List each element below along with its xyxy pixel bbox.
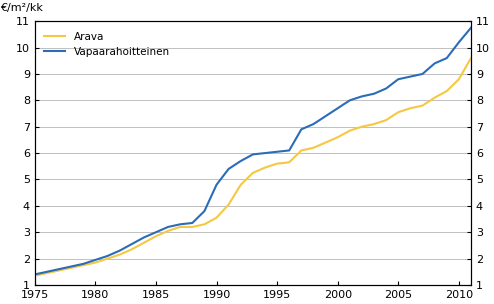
Vapaarahoitteinen	[286, 149, 292, 152]
Arava	[32, 274, 38, 278]
Vapaarahoitteinen	[129, 242, 135, 246]
Vapaarahoitteinen	[44, 270, 50, 274]
Vapaarahoitteinen	[408, 75, 413, 78]
Vapaarahoitteinen	[419, 72, 425, 76]
Arava	[238, 183, 244, 187]
Arava	[419, 104, 425, 107]
Vapaarahoitteinen	[444, 56, 450, 60]
Arava	[408, 106, 413, 110]
Vapaarahoitteinen	[311, 122, 317, 126]
Arava	[105, 257, 111, 261]
Vapaarahoitteinen	[189, 221, 195, 225]
Vapaarahoitteinen	[432, 62, 438, 65]
Arava	[323, 141, 329, 144]
Vapaarahoitteinen	[213, 183, 219, 187]
Vapaarahoitteinen	[238, 159, 244, 163]
Arava	[347, 129, 353, 133]
Vapaarahoitteinen	[68, 265, 74, 268]
Vapaarahoitteinen	[456, 40, 462, 44]
Arava	[262, 166, 268, 169]
Vapaarahoitteinen	[105, 254, 111, 258]
Arava	[202, 223, 207, 226]
Arava	[395, 110, 401, 114]
Arava	[141, 241, 147, 245]
Vapaarahoitteinen	[202, 209, 207, 213]
Vapaarahoitteinen	[383, 87, 389, 90]
Arava	[56, 269, 62, 272]
Arava	[226, 203, 232, 206]
Vapaarahoitteinen	[371, 92, 377, 95]
Arava	[468, 56, 474, 60]
Vapaarahoitteinen	[395, 78, 401, 81]
Vapaarahoitteinen	[335, 106, 341, 110]
Vapaarahoitteinen	[177, 223, 183, 226]
Vapaarahoitteinen	[117, 249, 123, 253]
Arava	[432, 96, 438, 99]
Arava	[117, 253, 123, 257]
Arava	[335, 135, 341, 139]
Arava	[383, 118, 389, 122]
Vapaarahoitteinen	[359, 95, 365, 98]
Arava	[298, 149, 304, 152]
Vapaarahoitteinen	[250, 153, 256, 156]
Arava	[81, 263, 86, 267]
Line: Arava: Arava	[35, 58, 471, 276]
Vapaarahoitteinen	[165, 225, 171, 229]
Arava	[444, 89, 450, 93]
Arava	[286, 161, 292, 164]
Vapaarahoitteinen	[262, 151, 268, 155]
Arava	[92, 261, 98, 264]
Vapaarahoitteinen	[274, 150, 280, 154]
Arava	[359, 125, 365, 129]
Text: €/m²/kk: €/m²/kk	[0, 3, 43, 13]
Vapaarahoitteinen	[56, 267, 62, 271]
Arava	[456, 78, 462, 81]
Arava	[165, 229, 171, 233]
Arava	[250, 171, 256, 175]
Arava	[153, 234, 159, 238]
Arava	[371, 122, 377, 126]
Legend: Arava, Vapaarahoitteinen: Arava, Vapaarahoitteinen	[44, 32, 169, 57]
Arava	[189, 225, 195, 229]
Vapaarahoitteinen	[468, 26, 474, 29]
Vapaarahoitteinen	[298, 127, 304, 131]
Vapaarahoitteinen	[141, 236, 147, 239]
Vapaarahoitteinen	[347, 98, 353, 102]
Vapaarahoitteinen	[32, 273, 38, 276]
Vapaarahoitteinen	[323, 114, 329, 118]
Arava	[274, 162, 280, 165]
Arava	[213, 216, 219, 219]
Vapaarahoitteinen	[81, 262, 86, 266]
Arava	[44, 271, 50, 275]
Arava	[129, 247, 135, 251]
Vapaarahoitteinen	[92, 258, 98, 262]
Line: Vapaarahoitteinen: Vapaarahoitteinen	[35, 28, 471, 275]
Arava	[177, 225, 183, 229]
Arava	[311, 146, 317, 150]
Vapaarahoitteinen	[153, 230, 159, 234]
Vapaarahoitteinen	[226, 167, 232, 171]
Arava	[68, 266, 74, 270]
